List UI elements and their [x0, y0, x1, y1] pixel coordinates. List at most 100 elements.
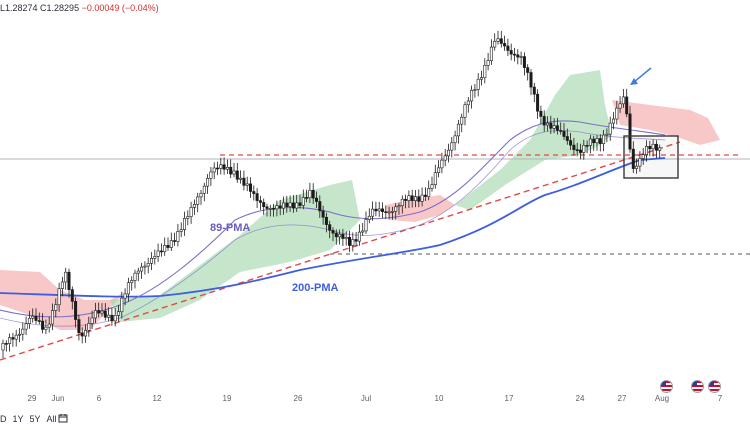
- candle-body: [64, 271, 68, 283]
- candle-body: [625, 96, 629, 115]
- candle-body: [74, 301, 78, 320]
- candle-body: [272, 208, 276, 210]
- candle-body: [536, 93, 540, 112]
- candle-body: [225, 166, 229, 170]
- candle-body: [466, 100, 470, 106]
- candle-body: [341, 233, 345, 239]
- candle-body: [374, 208, 378, 212]
- candle-body: [493, 40, 497, 48]
- candle-body: [110, 314, 114, 322]
- time-axis-label: 12: [152, 394, 162, 403]
- candle-body: [288, 202, 292, 207]
- candle-body: [31, 315, 35, 319]
- candle-body: [176, 231, 180, 242]
- candle-body: [169, 240, 173, 248]
- candle-body: [364, 219, 368, 232]
- candle-body: [216, 167, 220, 170]
- candle-body: [562, 130, 566, 137]
- time-axis-label: 10: [434, 394, 444, 403]
- candle-body: [47, 323, 51, 328]
- time-axis-label: Aug: [654, 394, 670, 403]
- candle-body: [397, 205, 401, 208]
- candle-body: [410, 195, 414, 201]
- calendar-range-icon[interactable]: [58, 413, 68, 423]
- candle-body: [648, 146, 652, 150]
- candle-body: [295, 202, 299, 209]
- candle-body: [595, 138, 599, 144]
- candle-body: [311, 189, 315, 199]
- pma200-annotation: 200-PMA: [292, 282, 339, 294]
- candle-body: [37, 320, 41, 322]
- candle-body: [628, 113, 632, 150]
- time-axis-label: 17: [504, 394, 514, 403]
- candle-body: [163, 245, 167, 253]
- candle-body: [318, 201, 322, 212]
- candle-body: [371, 208, 375, 217]
- candle-body: [27, 317, 31, 324]
- candle-body: [437, 167, 441, 173]
- candle-body: [450, 142, 454, 151]
- candle-body: [394, 206, 398, 212]
- candle-body: [413, 196, 417, 201]
- candle-body: [186, 216, 190, 219]
- candle-body: [126, 282, 130, 295]
- range-button[interactable]: D: [0, 414, 7, 424]
- candle-body: [249, 183, 253, 192]
- range-button[interactable]: 5Y: [29, 414, 41, 424]
- candle-body: [644, 146, 648, 156]
- candle-body: [189, 207, 193, 217]
- bear-cloud: [612, 100, 720, 145]
- candle-body: [446, 149, 450, 157]
- candle-body: [166, 245, 170, 248]
- us-flag-icon[interactable]: [691, 380, 704, 393]
- candle-body: [404, 198, 408, 201]
- time-axis-label: 26: [293, 394, 303, 403]
- candle-body: [588, 138, 592, 146]
- us-flag-icon[interactable]: [660, 380, 673, 393]
- candle-body: [305, 197, 309, 199]
- candle-body: [120, 297, 124, 313]
- range-button[interactable]: 1Y: [12, 414, 24, 424]
- candle-body: [499, 38, 503, 44]
- candle-body: [539, 110, 543, 117]
- candle-body: [433, 172, 437, 185]
- candle-body: [183, 218, 187, 230]
- candle-body: [575, 149, 579, 151]
- candle-body: [651, 143, 655, 150]
- candle-body: [334, 232, 338, 238]
- candle-body: [107, 314, 111, 318]
- candle-body: [173, 240, 177, 242]
- candle-body: [331, 230, 335, 234]
- bull-cloud: [110, 180, 360, 322]
- time-axis-label: 7: [717, 394, 723, 403]
- candle-body: [440, 159, 444, 169]
- candle-body: [8, 337, 12, 344]
- candle-body: [21, 328, 25, 335]
- candle-body: [24, 323, 28, 330]
- candle-body: [618, 103, 622, 109]
- candle-body: [206, 178, 210, 187]
- candle-body: [615, 107, 619, 120]
- candle-body: [578, 149, 582, 153]
- candle-body: [608, 122, 612, 135]
- candle-body: [503, 43, 507, 47]
- candle-body: [202, 185, 206, 194]
- candle-body: [84, 330, 88, 337]
- candle-body: [11, 337, 15, 340]
- time-axis-label: 27: [617, 394, 627, 403]
- range-button[interactable]: All: [46, 414, 57, 424]
- us-flag-icon[interactable]: [708, 380, 721, 393]
- candle-body: [146, 262, 150, 267]
- candle-body: [232, 170, 236, 175]
- candle-body: [90, 317, 94, 324]
- candle-body: [179, 229, 183, 232]
- time-axis-label: Jul: [360, 394, 372, 403]
- candle-body: [239, 177, 243, 180]
- candle-body: [338, 233, 342, 238]
- candle-body: [427, 188, 431, 197]
- candle-body: [268, 208, 272, 210]
- candle-body: [384, 211, 388, 213]
- candle-body: [532, 86, 536, 95]
- trendline: [0, 141, 681, 361]
